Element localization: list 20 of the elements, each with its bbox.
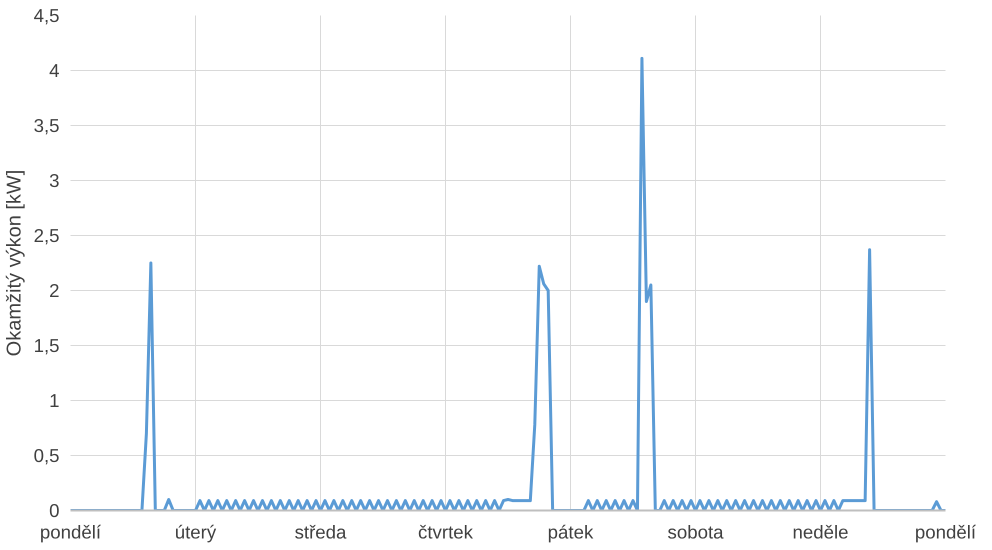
x-tick-label: pondělí: [40, 522, 102, 542]
x-tick-label: sobota: [667, 522, 724, 542]
y-axis-title: Okamžitý výkon [kW]: [4, 170, 26, 356]
x-tick-label: středa: [294, 522, 348, 542]
y-tick-label: 2,5: [34, 225, 60, 246]
y-tick-label: 1: [49, 390, 60, 411]
x-tick-label: pondělí: [914, 522, 977, 542]
y-tick-label: 4,5: [34, 5, 60, 26]
x-tick-label: čtvrtek: [418, 522, 474, 542]
y-tick-label: 4: [49, 60, 60, 81]
y-tick-label: 0,5: [34, 445, 60, 466]
x-tick-label: neděle: [792, 522, 849, 542]
y-tick-label: 2: [49, 280, 60, 301]
y-tick-label: 1,5: [34, 335, 60, 356]
y-tick-label: 3,5: [34, 115, 60, 136]
line-series: [70, 56, 946, 510]
x-tick-label: pátek: [548, 522, 594, 542]
x-tick-label: úterý: [174, 522, 217, 542]
y-tick-label: 3: [49, 170, 60, 191]
y-tick-label: 0: [49, 500, 60, 521]
